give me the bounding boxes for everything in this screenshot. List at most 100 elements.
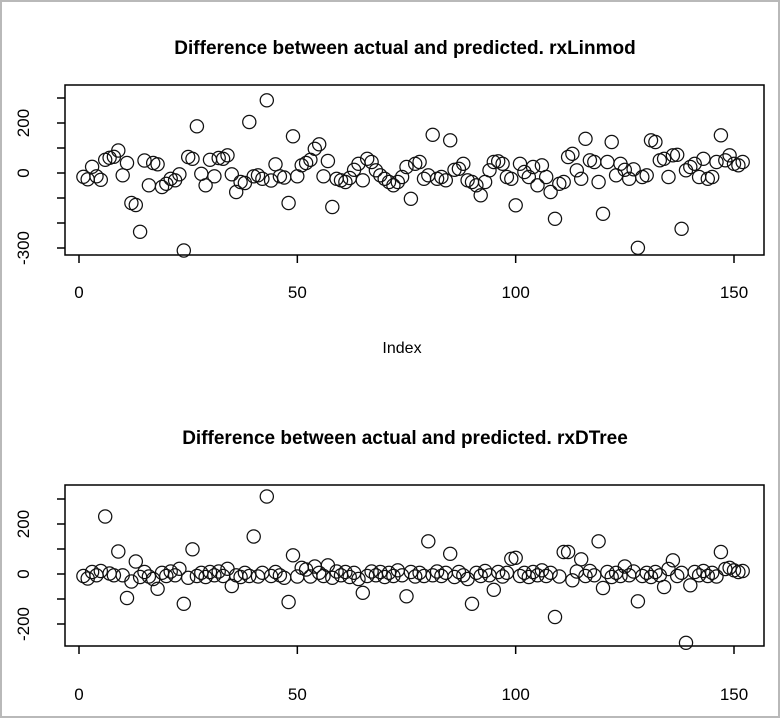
- scatter-point: [154, 179, 170, 195]
- scatter-point: [704, 565, 720, 581]
- scatter-point: [648, 134, 663, 150]
- scatter-point: [115, 168, 130, 183]
- scatter-point: [656, 151, 672, 167]
- scatter-point: [407, 569, 423, 584]
- scatter-point: [220, 148, 235, 163]
- scatter-point: [281, 195, 296, 211]
- scatter-point: [246, 529, 261, 544]
- scatter-point: [150, 581, 165, 597]
- scatter-point: [591, 174, 606, 190]
- linmod-points: [76, 93, 750, 258]
- scatter-point: [307, 141, 323, 157]
- scatter-point: [451, 161, 467, 177]
- scatter-point: [180, 570, 196, 586]
- scatter-point: [674, 221, 689, 237]
- scatter-point: [342, 569, 357, 585]
- y-tick-label: 200: [14, 109, 33, 137]
- dtree-title: Difference between actual and predicted.…: [182, 428, 628, 449]
- scatter-point: [106, 568, 122, 583]
- x-tick-label: 100: [501, 685, 529, 704]
- scatter-point: [569, 163, 585, 178]
- scatter-point: [495, 156, 510, 172]
- dtree-panel: Difference between actual and predicted.…: [14, 428, 765, 704]
- scatter-point: [635, 568, 650, 584]
- scatter-point: [547, 211, 563, 227]
- scatter-point: [211, 150, 226, 166]
- scatter-point: [591, 534, 606, 549]
- scatter-point: [700, 568, 716, 584]
- scatter-point: [482, 163, 497, 178]
- scatter-point: [351, 571, 366, 587]
- scatter-point: [89, 169, 104, 184]
- scatter-point: [735, 154, 750, 170]
- scatter-point: [696, 563, 711, 579]
- scatter-point: [311, 137, 327, 152]
- scatter-point: [630, 240, 646, 256]
- scatter-point: [412, 565, 427, 581]
- scatter-point: [198, 569, 213, 585]
- scatter-point: [735, 563, 750, 579]
- scatter-point: [731, 158, 746, 173]
- scatter-point: [578, 131, 593, 147]
- scatter-point: [578, 568, 593, 584]
- scatter-point: [617, 162, 633, 178]
- y-tick-label: 200: [14, 510, 33, 538]
- scatter-point: [508, 198, 523, 213]
- scatter-point: [325, 199, 340, 215]
- scatter-point: [613, 568, 628, 584]
- scatter-point: [704, 169, 720, 185]
- scatter-point: [412, 154, 427, 170]
- scatter-point: [442, 546, 458, 562]
- scatter-point: [530, 178, 545, 193]
- scatter-point: [473, 568, 488, 584]
- x-tick-label: 150: [720, 685, 748, 704]
- scatter-point: [543, 184, 558, 200]
- scatter-point: [687, 564, 702, 580]
- linmod-plot-box: [64, 84, 765, 256]
- scatter-point: [683, 578, 698, 593]
- scatter-point: [425, 127, 440, 143]
- x-tick-label: 100: [501, 283, 529, 302]
- scatter-point: [525, 564, 541, 580]
- scatter-point: [228, 184, 244, 200]
- scatter-point: [377, 569, 392, 585]
- scatter-point: [669, 568, 685, 584]
- scatter-point: [368, 568, 384, 583]
- scatter-point: [159, 568, 174, 584]
- y-tick-label: 0: [14, 168, 33, 177]
- scatter-point: [718, 153, 733, 168]
- scatter-point: [298, 155, 314, 171]
- scatter-point: [185, 151, 200, 167]
- scatter-point: [285, 548, 301, 563]
- y-tick-label: -200: [14, 607, 33, 641]
- scatter-point: [499, 565, 515, 581]
- scatter-point: [285, 129, 301, 144]
- scatter-point: [150, 157, 165, 172]
- x-tick-label: 50: [288, 283, 307, 302]
- scatter-point: [394, 169, 410, 185]
- scatter-point: [678, 635, 694, 651]
- scatter-point: [377, 171, 392, 187]
- scatter-point: [691, 169, 707, 185]
- scatter-point: [403, 191, 419, 207]
- scatter-point: [259, 93, 275, 108]
- scatter-point: [626, 162, 641, 177]
- scatter-point: [517, 164, 532, 180]
- scatter-point: [211, 564, 226, 579]
- scatter-point: [643, 569, 659, 585]
- scatter-point: [469, 565, 484, 581]
- scatter-point: [687, 156, 702, 172]
- scatter-point: [97, 509, 113, 524]
- scatter-point: [281, 594, 296, 610]
- scatter-point: [115, 568, 130, 583]
- scatter-point: [525, 159, 541, 175]
- scatter-point: [565, 573, 580, 588]
- scatter-point: [713, 128, 729, 143]
- scatter-point: [263, 173, 279, 188]
- scatter-point: [359, 151, 375, 167]
- scatter-point: [438, 173, 454, 188]
- scatter-point: [438, 565, 454, 581]
- scatter-point: [137, 564, 152, 580]
- scatter-point: [137, 153, 152, 168]
